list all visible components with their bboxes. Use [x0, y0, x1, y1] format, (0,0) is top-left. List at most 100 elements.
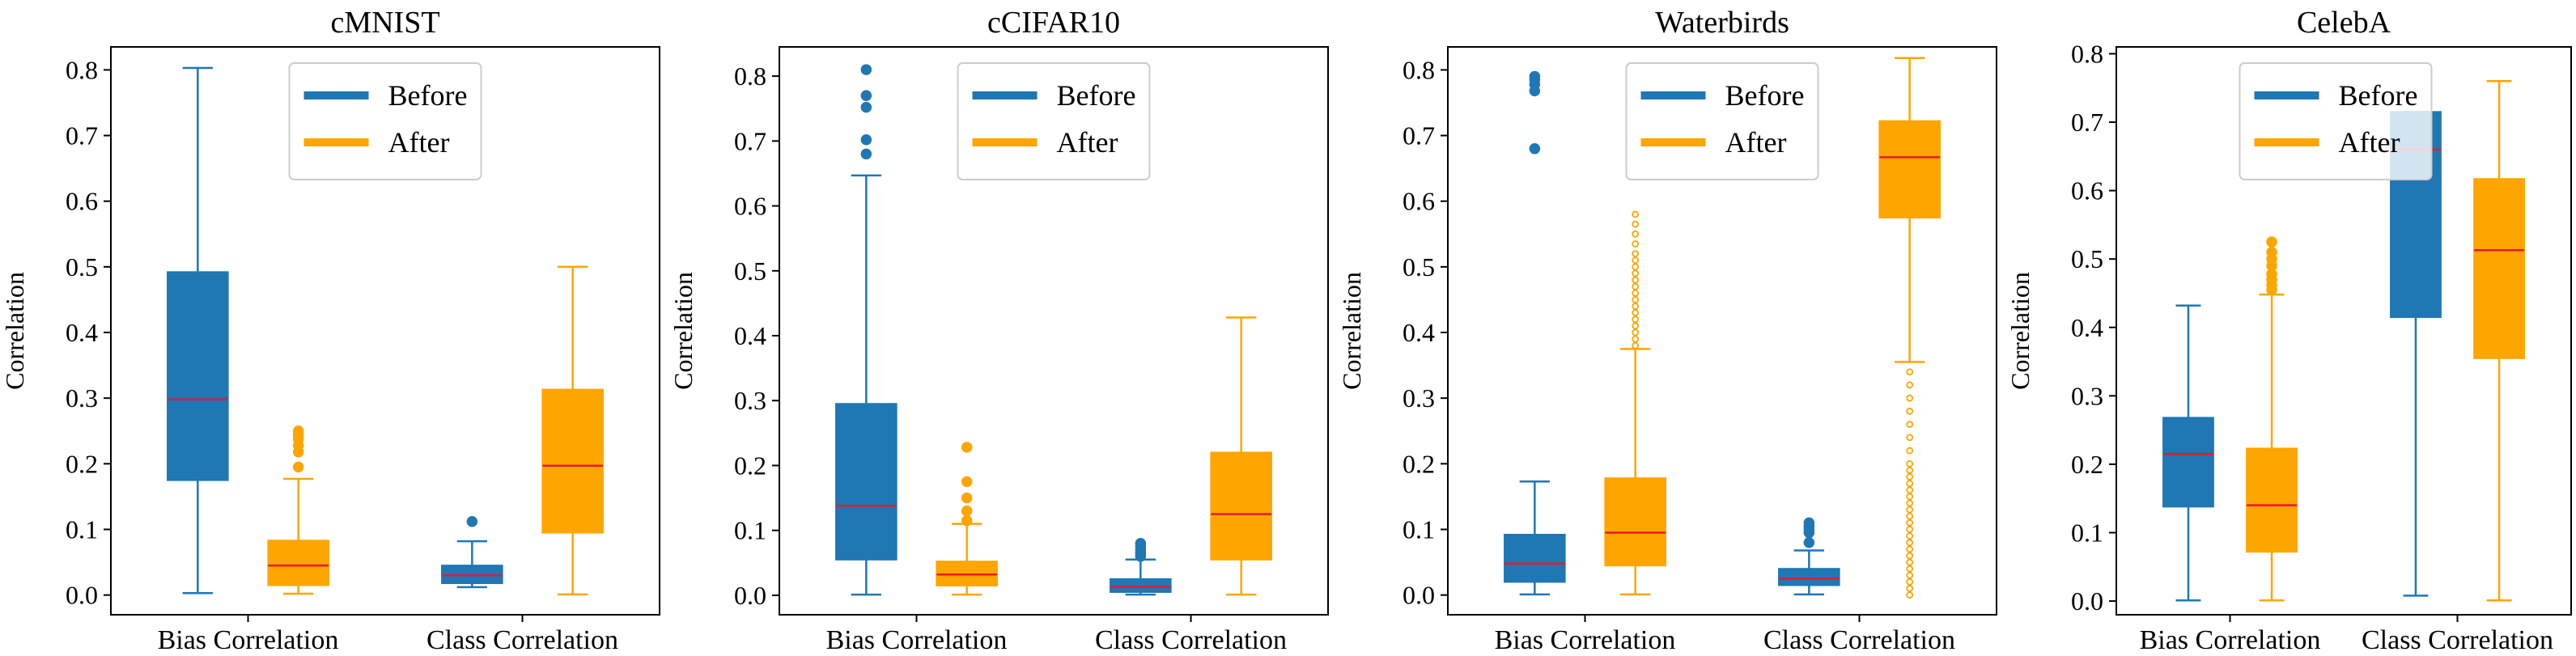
y-tick-label: 0.2	[2071, 450, 2103, 479]
box-after-bias	[267, 425, 329, 595]
outlier-point	[860, 133, 872, 146]
outlier-point	[961, 505, 973, 517]
outlier-point	[1632, 220, 1640, 228]
outlier-point	[1906, 526, 1914, 533]
x-tick-label: Bias Correlation	[826, 625, 1008, 655]
box-after-bias	[936, 442, 998, 596]
box-before-class	[1110, 537, 1172, 596]
outlier-point	[1906, 493, 1914, 501]
legend: Before After	[957, 62, 1151, 180]
outlier-point	[2266, 246, 2277, 258]
y-tick-label: 0.8	[734, 61, 766, 91]
y-tick-label: 0.8	[66, 55, 98, 84]
legend: Before After	[2239, 62, 2433, 180]
y-tick-label: 0.4	[1403, 318, 1435, 347]
x-tick-label: Bias Correlation	[158, 625, 339, 655]
legend-label-before: Before	[388, 79, 468, 112]
outlier-point	[1632, 263, 1640, 271]
outlier-point	[1906, 381, 1914, 389]
y-tick-label: 0.0	[734, 581, 766, 610]
outlier-point	[1906, 480, 1914, 488]
legend-label-after: After	[1057, 126, 1118, 159]
outlier-point	[1906, 585, 1914, 592]
chart-panel-3: Waterbirds 0.0 0.1 0.2 0.3 0.4 0.5 0.6 0.7 0.8 Cor…	[1337, 6, 1997, 655]
iqr-box	[267, 540, 329, 586]
legend-label-after: After	[2339, 126, 2400, 159]
outlier-point	[1632, 335, 1640, 343]
y-tick-label: 0.6	[2071, 176, 2103, 205]
y-axis-label: Correlation	[2005, 272, 2035, 390]
box-before-bias	[1504, 70, 1566, 596]
outlier-point	[1632, 282, 1640, 290]
outlier-point	[961, 442, 973, 453]
y-tick-label: 0.8	[1403, 55, 1435, 84]
outlier-point	[860, 101, 872, 113]
legend: Before After	[1625, 62, 1819, 180]
iqr-box	[2162, 417, 2214, 508]
box-after-class	[541, 265, 604, 596]
outlier-point	[1632, 250, 1640, 258]
outlier-point	[1803, 536, 1815, 548]
y-tick-label: 0.6	[734, 192, 766, 221]
box-after-class	[1210, 316, 1272, 596]
chart-title: cMNIST	[330, 6, 439, 40]
box-after-class	[2473, 80, 2525, 602]
box-before-bias	[2162, 304, 2214, 602]
outlier-point	[1632, 341, 1640, 349]
outlier-point	[1906, 473, 1914, 480]
outlier-point	[1906, 565, 1914, 573]
chart-title: Waterbirds	[1655, 6, 1789, 40]
chart-panel-4: CelebA 0.0 0.1 0.2 0.3 0.4 0.5 0.6 0.7 0.8 Correla…	[2005, 6, 2572, 655]
outlier-point	[1632, 230, 1640, 238]
outlier-point	[1632, 289, 1640, 297]
outlier-point	[1906, 518, 1914, 527]
y-tick-label: 0.4	[2071, 313, 2103, 342]
y-tick-label: 0.5	[2071, 244, 2103, 273]
outlier-point	[1803, 517, 1815, 529]
iqr-box	[2246, 447, 2298, 553]
outlier-point	[1632, 269, 1640, 277]
outlier-point	[466, 516, 478, 527]
iqr-box	[1110, 578, 1172, 593]
y-tick-label: 0.8	[2071, 39, 2103, 68]
outlier-point	[292, 425, 304, 437]
outlier-point	[961, 492, 973, 504]
outlier-point	[860, 148, 872, 160]
outlier-point	[1632, 210, 1640, 218]
outlier-point	[1906, 532, 1914, 540]
legend-label-after: After	[1725, 126, 1787, 159]
iqr-box	[1210, 451, 1272, 561]
plot-frame	[110, 46, 660, 616]
outlier-point	[1632, 309, 1640, 317]
y-tick-label: 0.7	[734, 126, 766, 155]
outlier-point	[1906, 408, 1914, 415]
outlier-point	[961, 476, 973, 488]
outlier-point	[1632, 328, 1640, 336]
outlier-point	[1906, 421, 1914, 429]
legend-label-before: Before	[1725, 79, 1805, 112]
outlier-point	[860, 90, 872, 101]
legend-label-before: Before	[1057, 79, 1136, 112]
y-tick-label: 0.7	[66, 121, 98, 150]
outlier-point	[1632, 315, 1640, 324]
outlier-point	[1906, 545, 1914, 553]
x-tick-label: Bias Correlation	[1495, 625, 1676, 655]
outlier-point	[1906, 539, 1914, 547]
x-tick-label: Class Correlation	[1763, 625, 1955, 655]
y-tick-label: 0.3	[734, 386, 766, 415]
outlier-point	[1906, 578, 1914, 586]
plot-frame	[779, 46, 1329, 616]
x-tick-label: Class Correlation	[427, 625, 618, 655]
y-tick-label: 0.1	[66, 514, 98, 544]
y-tick-label: 0.0	[2071, 586, 2103, 616]
y-axis-label: Correlation	[1337, 272, 1366, 390]
outlier-point	[2266, 236, 2277, 248]
box-before-class	[1778, 517, 1840, 596]
y-tick-label: 0.7	[1403, 121, 1435, 150]
outlier-point	[860, 64, 872, 75]
outlier-point	[1906, 368, 1914, 376]
iqr-box	[167, 271, 229, 481]
box-after-bias	[1604, 210, 1666, 596]
outlier-point	[1632, 240, 1640, 248]
outlier-point	[1632, 303, 1640, 310]
